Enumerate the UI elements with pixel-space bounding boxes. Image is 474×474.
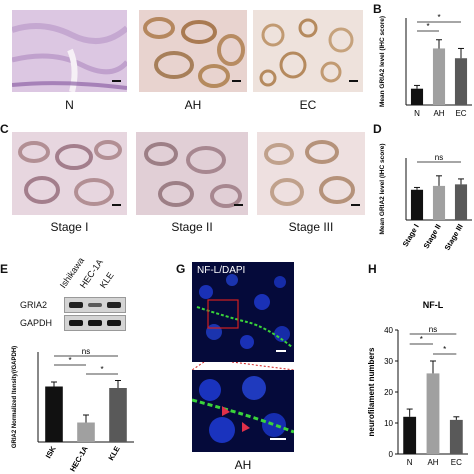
panel-g-letter: G xyxy=(176,262,186,276)
ihc-image-stage-2 xyxy=(136,132,248,215)
fluorescence-label: NF-L/DAPI xyxy=(197,265,246,276)
panel-c-letter: C xyxy=(0,122,9,136)
fluorescence-image-main: NF-L/DAPI xyxy=(192,262,294,362)
x-tick-label: Stage II xyxy=(422,223,443,251)
significance-label: * xyxy=(100,365,103,374)
chart-e: GRIA2 Normalized Itensity(/GAPDH) ISK HEC-… xyxy=(12,346,134,472)
ihc-image-stage-3 xyxy=(257,132,365,215)
bar xyxy=(454,58,468,105)
x-tick-label: EC xyxy=(455,109,466,118)
lane-label-kle: KLE xyxy=(97,270,116,290)
image-label-ec: EC xyxy=(299,98,317,112)
bar xyxy=(410,88,424,105)
significance-label: ns xyxy=(435,153,443,162)
panel-d-letter: D xyxy=(373,122,382,136)
blot-gria2 xyxy=(64,297,126,313)
x-tick-label: N xyxy=(414,109,420,118)
bar xyxy=(426,373,440,454)
significance-label: ns xyxy=(82,347,90,356)
scale-bar xyxy=(351,204,360,206)
scale-bar xyxy=(112,204,121,206)
image-label-stage-3: Stage III xyxy=(288,220,334,234)
x-tick-label: AH xyxy=(427,458,438,467)
y-tick-label: 0 xyxy=(389,450,394,459)
image-label-stage-2: Stage II xyxy=(171,220,213,234)
x-tick-label: Stage III xyxy=(443,223,465,252)
bar xyxy=(454,184,468,220)
significance-label: * xyxy=(426,22,429,31)
bar xyxy=(403,416,417,454)
image-label-ah: AH xyxy=(184,98,202,112)
significance-label: ns xyxy=(429,325,437,334)
y-axis-label: Mean GRIA2 level (IHC score) xyxy=(379,143,386,234)
x-tick-label: KLE xyxy=(106,445,121,462)
x-tick-label: HEC-1A xyxy=(68,444,90,472)
panel-e-letter: E xyxy=(0,262,9,276)
ihc-image-n xyxy=(12,10,127,92)
significance-label: * xyxy=(437,13,440,22)
fluorescence-image-inset xyxy=(192,370,294,452)
image-label-stage-1: Stage I xyxy=(50,220,89,234)
x-tick-label: Stage I xyxy=(401,223,421,249)
scale-bar xyxy=(234,204,243,206)
ihc-image-ec xyxy=(253,10,363,92)
scale-bar xyxy=(270,438,286,440)
y-axis-label: GRIA2 Normalized Itensity(/GAPDH) xyxy=(12,346,18,448)
blot-label-gria2: GRIA2 xyxy=(20,300,48,310)
fluorescence-caption: AH xyxy=(234,458,252,472)
chart-d: Mean GRIA2 level (IHC score)Stage I Stage… xyxy=(379,143,472,252)
ihc-image-stage-1 xyxy=(12,132,127,215)
bar xyxy=(449,419,463,454)
image-label-n: N xyxy=(65,98,74,112)
x-tick-label: AH xyxy=(433,109,444,118)
bar xyxy=(410,189,424,220)
significance-label: * xyxy=(443,345,446,354)
chart-b: Mean GRIA2 level (IHC score) N AH EC * * xyxy=(379,13,472,118)
ihc-image-ah xyxy=(139,10,247,92)
bar xyxy=(109,388,127,442)
bar xyxy=(432,185,446,220)
chart-h: NF-L neurofilament numbers 0 10 20 30 40 N AH EC n… xyxy=(367,300,468,467)
bar xyxy=(432,48,446,105)
x-tick-label: EC xyxy=(451,458,462,467)
chart-title: NF-L xyxy=(423,300,444,310)
blot-label-gapdh: GAPDH xyxy=(20,318,53,328)
zoom-connector xyxy=(192,362,294,370)
scale-bar xyxy=(276,350,286,352)
scale-bar xyxy=(232,80,241,82)
blot-gapdh xyxy=(64,315,126,331)
y-tick-label: 20 xyxy=(384,388,393,397)
scale-bar xyxy=(349,80,358,82)
y-tick-label: 10 xyxy=(384,419,393,428)
panel-b-letter: B xyxy=(373,2,382,16)
scale-bar xyxy=(112,80,121,82)
y-tick-label: 40 xyxy=(384,326,393,335)
x-tick-label: N xyxy=(407,458,413,467)
y-axis-label: Mean GRIA2 level (IHC score) xyxy=(379,16,386,107)
bar xyxy=(45,386,63,442)
significance-label: * xyxy=(68,356,71,365)
significance-label: * xyxy=(420,335,423,344)
bar xyxy=(77,422,95,442)
y-axis-label: neurofilament numbers xyxy=(367,347,376,436)
y-tick-label: 30 xyxy=(384,357,393,366)
x-tick-label: ISK xyxy=(44,444,58,460)
panel-h-letter: H xyxy=(368,262,377,276)
